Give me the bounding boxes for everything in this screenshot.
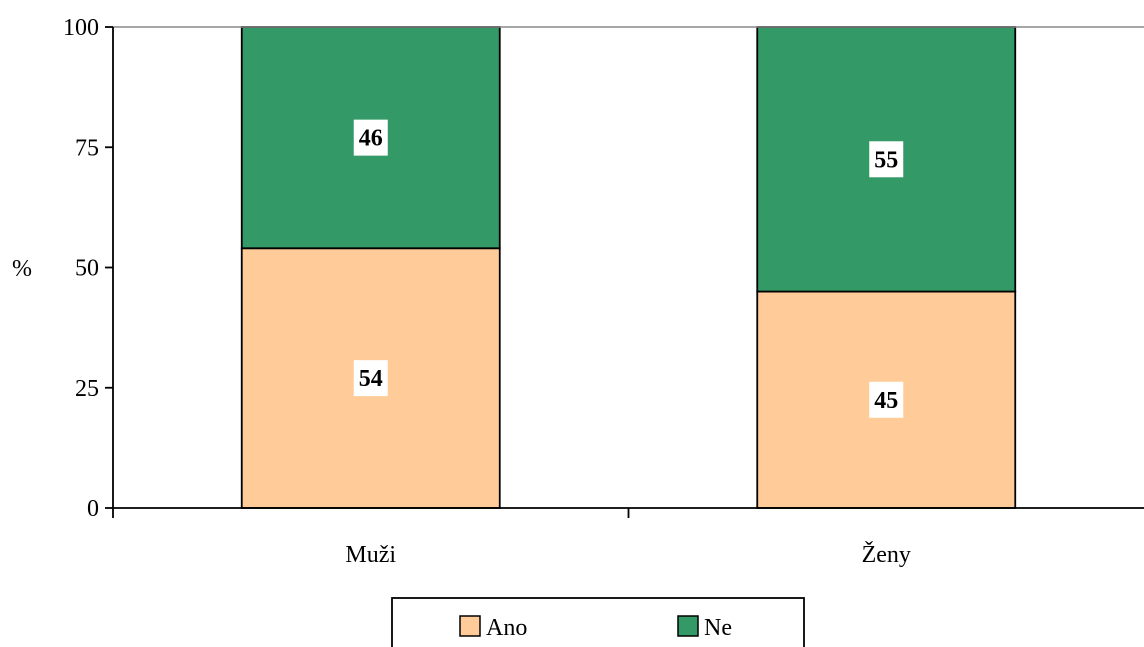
legend-swatch-ano <box>459 615 481 637</box>
y-tick-label-0: 0 <box>87 496 99 522</box>
data-label-box-ne-muzi <box>353 119 388 156</box>
data-label-box-ano-muzi <box>353 360 388 397</box>
y-tick-label-100: 100 <box>63 15 99 41</box>
data-label-ano-zeny: 45 <box>874 388 898 414</box>
x-tick-label-muzi: Muži <box>345 542 396 568</box>
data-label-ne-muzi: 46 <box>359 126 383 152</box>
y-tick-label-25: 25 <box>75 376 99 402</box>
plot-area <box>240 26 1017 509</box>
data-label-box-ano-zeny <box>869 381 904 418</box>
data-label-ano-muzi: 54 <box>359 366 383 392</box>
y-tick-label-75: 75 <box>75 135 99 161</box>
legend-label-ano: Ano <box>486 615 527 641</box>
legend-box <box>391 597 805 647</box>
data-label-box-ne-zeny <box>869 141 904 178</box>
data-labels: 54 46 45 55 <box>353 119 904 418</box>
legend: Ano Ne <box>391 597 805 647</box>
axes: Muži Ženy 0 25 50 75 100% <box>12 15 1144 568</box>
y-tick-label-50: 50 <box>75 256 99 282</box>
data-label-ne-zeny: 55 <box>874 147 898 173</box>
y-axis-label: % <box>12 256 32 282</box>
legend-swatch-ne <box>677 615 699 637</box>
x-tick-label-zeny: Ženy <box>862 542 911 568</box>
legend-label-ne: Ne <box>704 615 732 641</box>
